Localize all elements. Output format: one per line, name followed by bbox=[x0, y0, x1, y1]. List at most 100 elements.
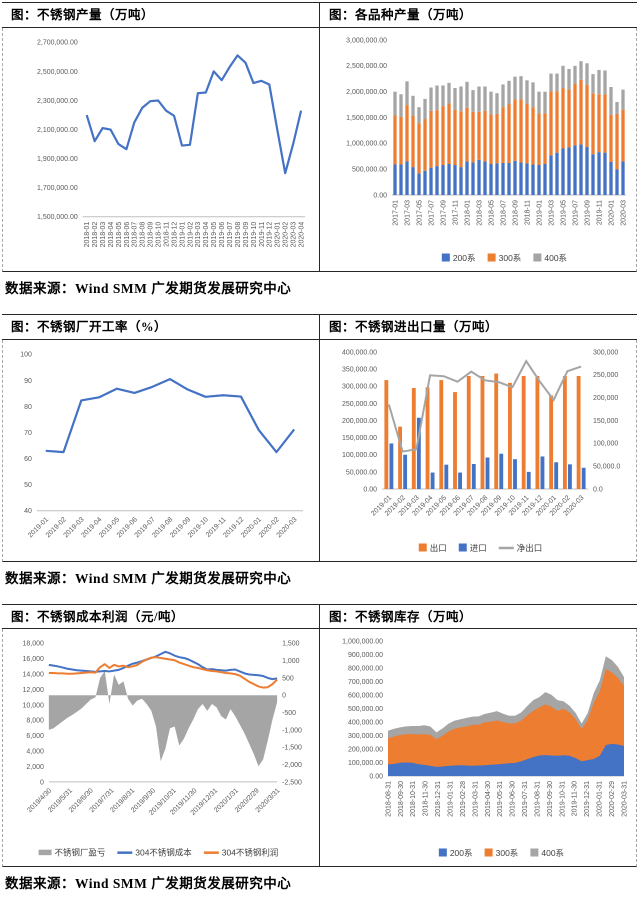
svg-text:2,700,000.00: 2,700,000.00 bbox=[37, 39, 78, 46]
stainless-production-line-chart: 2,700,000.00 2,500,000.00 2,300,000.00 2,10… bbox=[37, 39, 305, 247]
svg-text:304不锈钢利润: 304不锈钢利润 bbox=[222, 848, 278, 858]
svg-text:2018-09-30: 2018-09-30 bbox=[398, 781, 405, 817]
variety-production-stacked-bar-chart: 3,000,000.00 2,500,000.00 2,000,000.00 1,50… bbox=[346, 37, 627, 263]
svg-text:2019-04-30: 2019-04-30 bbox=[485, 781, 492, 817]
svg-text:2018-10-31: 2018-10-31 bbox=[410, 781, 417, 817]
svg-text:2019-01: 2019-01 bbox=[179, 221, 186, 247]
svg-text:100,000.00: 100,000.00 bbox=[342, 452, 377, 459]
svg-text:1,500,000.00: 1,500,000.00 bbox=[346, 115, 387, 122]
svg-text:2018-03: 2018-03 bbox=[476, 200, 483, 226]
svg-text:50: 50 bbox=[24, 482, 32, 489]
svg-text:50,000.00: 50,000.00 bbox=[346, 469, 377, 476]
svg-text:2020-01: 2020-01 bbox=[275, 221, 282, 247]
svg-text:100,000: 100,000 bbox=[593, 440, 618, 447]
svg-text:2018-12: 2018-12 bbox=[171, 221, 178, 247]
chart-panel-cost-profit: 18,000 16,000 14,000 12,000 10,000 8,000 6,000… bbox=[3, 629, 320, 867]
cost-profit-dual-axis-chart: 18,000 16,000 14,000 12,000 10,000 8,000 6,000… bbox=[23, 641, 302, 858]
svg-text:2019-12: 2019-12 bbox=[267, 221, 274, 247]
svg-text:700,000.00: 700,000.00 bbox=[348, 679, 383, 686]
chart-title-stainless-production: 图：不锈钢产量（万吨） bbox=[2, 3, 320, 27]
svg-text:0.0: 0.0 bbox=[593, 486, 603, 493]
svg-text:2017-05: 2017-05 bbox=[416, 200, 423, 226]
mill-operating-rate-line-chart: 1009080706050402019-012019-022019-032019… bbox=[20, 351, 304, 539]
svg-text:2019-05-31: 2019-05-31 bbox=[497, 781, 504, 817]
charts-row: 100 90 80 70 60 50 40 2019-01 2019-02 2019-03 2019… bbox=[2, 339, 637, 562]
svg-text:400,000.00: 400,000.00 bbox=[348, 720, 383, 727]
svg-text:350,000.00: 350,000.00 bbox=[342, 366, 377, 373]
svg-text:2018-05: 2018-05 bbox=[116, 221, 123, 247]
charts-row: 2,700,000.00 2,500,000.00 2,300,000.00 2,10… bbox=[2, 27, 637, 272]
svg-text:300,000.00: 300,000.00 bbox=[348, 733, 383, 740]
svg-text:2020-04: 2020-04 bbox=[298, 221, 305, 247]
legend: 200系 300系 400系 bbox=[441, 253, 567, 263]
svg-text:400,000.00: 400,000.00 bbox=[342, 349, 377, 356]
svg-text:300,000.00: 300,000.00 bbox=[342, 383, 377, 390]
svg-text:1,900,000.00: 1,900,000.00 bbox=[37, 156, 78, 163]
svg-text:400系: 400系 bbox=[544, 253, 567, 263]
legend: 200系 300系 400系 bbox=[438, 848, 564, 858]
svg-text:-2,500: -2,500 bbox=[282, 780, 302, 787]
svg-text:2019-01: 2019-01 bbox=[536, 200, 543, 226]
svg-text:2020-03: 2020-03 bbox=[620, 200, 627, 226]
svg-text:2019-05: 2019-05 bbox=[211, 221, 218, 247]
svg-text:200,000: 200,000 bbox=[593, 395, 618, 402]
svg-text:50,000.0: 50,000.0 bbox=[593, 463, 620, 470]
svg-text:300系: 300系 bbox=[499, 253, 522, 263]
svg-text:18,000: 18,000 bbox=[23, 641, 44, 648]
svg-text:2019-03-31: 2019-03-31 bbox=[472, 781, 479, 817]
svg-text:2019-02: 2019-02 bbox=[187, 221, 194, 247]
section-production: 图：不锈钢产量（万吨） 图：各品种产量（万吨） 2,700,000.00 2,50… bbox=[2, 2, 637, 272]
svg-text:2019-10: 2019-10 bbox=[251, 221, 258, 247]
svg-text:2018-09: 2018-09 bbox=[512, 200, 519, 226]
svg-text:进口: 进口 bbox=[470, 543, 487, 553]
svg-text:70: 70 bbox=[24, 429, 32, 436]
svg-text:200系: 200系 bbox=[450, 848, 473, 858]
svg-text:200,000.00: 200,000.00 bbox=[348, 747, 383, 754]
svg-text:2,300,000.00: 2,300,000.00 bbox=[37, 98, 78, 105]
svg-text:2018-11-30: 2018-11-30 bbox=[423, 781, 430, 816]
data-source-note: 数据来源：Wind SMM 广发期货发展研究中心 bbox=[5, 570, 292, 586]
svg-text:12,000: 12,000 bbox=[23, 687, 44, 694]
svg-text:-1,500: -1,500 bbox=[282, 745, 302, 752]
svg-text:600,000.00: 600,000.00 bbox=[348, 693, 383, 700]
svg-text:10,000: 10,000 bbox=[23, 703, 44, 710]
data-source-note: 数据来源：Wind SMM 广发期货发展研究中心 bbox=[5, 280, 292, 296]
svg-text:40: 40 bbox=[24, 508, 32, 515]
svg-text:3,000,000.00: 3,000,000.00 bbox=[346, 37, 387, 44]
svg-text:2017-03: 2017-03 bbox=[404, 200, 411, 226]
svg-text:2018-05: 2018-05 bbox=[488, 200, 495, 226]
svg-text:1,000: 1,000 bbox=[282, 658, 300, 665]
svg-text:2019-09: 2019-09 bbox=[584, 200, 591, 226]
svg-text:2019-04: 2019-04 bbox=[203, 221, 210, 247]
svg-text:2020-01-31: 2020-01-31 bbox=[597, 781, 604, 817]
title-row: 图：不锈钢厂开工率（%） 图：不锈钢进出口量（万吨） bbox=[2, 314, 637, 340]
chart-title-inventory: 图：不锈钢库存（万吨） bbox=[329, 609, 473, 624]
svg-text:2017-07: 2017-07 bbox=[428, 200, 435, 226]
svg-text:2019-06: 2019-06 bbox=[219, 221, 226, 247]
svg-text:2019-11: 2019-11 bbox=[596, 200, 603, 225]
svg-text:2019-05: 2019-05 bbox=[560, 200, 567, 226]
chart-panel-operating-rate: 100 90 80 70 60 50 40 2019-01 2019-02 2019-03 2019… bbox=[3, 339, 320, 561]
svg-text:2018-03: 2018-03 bbox=[100, 221, 107, 247]
svg-text:400系: 400系 bbox=[541, 848, 564, 858]
import-export-combo-chart: 400,000.00 350,000.00 300,000.00 250,000.00… bbox=[342, 349, 620, 553]
svg-text:-1,000: -1,000 bbox=[282, 728, 302, 735]
section-cost-inventory: 图：不锈钢成本利润（元/吨） 图：不锈钢库存（万吨） 18,000 16,000 1… bbox=[2, 603, 637, 868]
svg-text:150,000: 150,000 bbox=[593, 417, 618, 424]
svg-text:净出口: 净出口 bbox=[517, 543, 543, 553]
svg-text:200系: 200系 bbox=[453, 253, 476, 263]
svg-text:16,000: 16,000 bbox=[23, 656, 44, 663]
svg-text:2,500,000.00: 2,500,000.00 bbox=[37, 69, 78, 76]
svg-text:2,500,000.00: 2,500,000.00 bbox=[346, 63, 387, 70]
svg-text:2017-09: 2017-09 bbox=[440, 200, 447, 226]
svg-text:1,000,000.00: 1,000,000.00 bbox=[342, 639, 383, 646]
svg-text:2020-02-29: 2020-02-29 bbox=[609, 781, 616, 817]
svg-text:500: 500 bbox=[282, 676, 294, 683]
svg-text:8,000: 8,000 bbox=[26, 718, 44, 725]
chart-panel-import-export: 400,000.00 350,000.00 300,000.00 250,000.00… bbox=[320, 339, 636, 561]
svg-text:100,000.00: 100,000.00 bbox=[348, 760, 383, 767]
svg-text:2020-01: 2020-01 bbox=[608, 200, 615, 226]
svg-text:2019-07-31: 2019-07-31 bbox=[522, 781, 529, 817]
svg-text:2019-12-31: 2019-12-31 bbox=[584, 781, 591, 817]
chart-title-cost-profit: 图：不锈钢成本利润（元/吨） bbox=[2, 604, 320, 629]
